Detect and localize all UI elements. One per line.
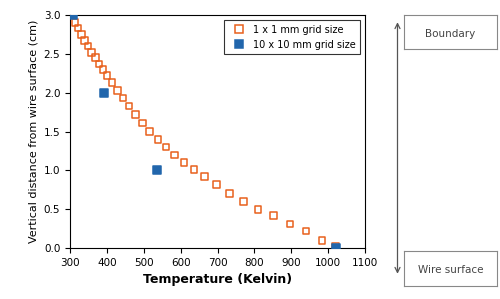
Point [88,50,96,55]
Legend: 1 x 1 mm grid size, 10 x 10 mm grid size: 1 x 1 mm grid size, 10 x 10 mm grid size [224,20,360,54]
Text: Wire surface: Wire surface [418,265,483,275]
Y-axis label: Vertical distance from wire surface (cm): Vertical distance from wire surface (cm) [28,20,38,243]
Point [154,137,162,142]
Point [132,112,140,117]
Point [95,62,103,66]
X-axis label: Temperature (Kelvin): Temperature (Kelvin) [143,274,292,286]
Point [286,222,294,226]
Point [270,213,278,218]
Point [119,96,127,100]
Point [154,168,162,173]
Point [226,191,234,196]
Point [138,120,146,125]
Point [162,145,170,150]
Point [92,55,100,60]
Point [68,13,76,17]
Point [99,67,107,72]
Point [146,129,154,134]
Point [103,73,111,78]
Point [68,13,76,17]
Point [100,90,108,95]
Point [74,26,82,30]
Point [332,244,340,249]
Point [114,88,122,93]
Point [84,44,92,48]
Point [78,32,86,37]
Point [180,160,188,165]
Point [71,20,79,25]
Point [212,182,220,187]
Text: Boundary: Boundary [425,29,476,39]
Point [81,38,89,43]
Point [254,207,262,212]
Point [190,167,198,172]
Point [108,80,116,85]
Point [200,174,208,179]
Point [125,103,133,108]
Point [332,246,340,251]
Point [170,152,178,157]
Point [318,238,326,243]
Point [302,229,310,234]
Point [240,199,248,204]
